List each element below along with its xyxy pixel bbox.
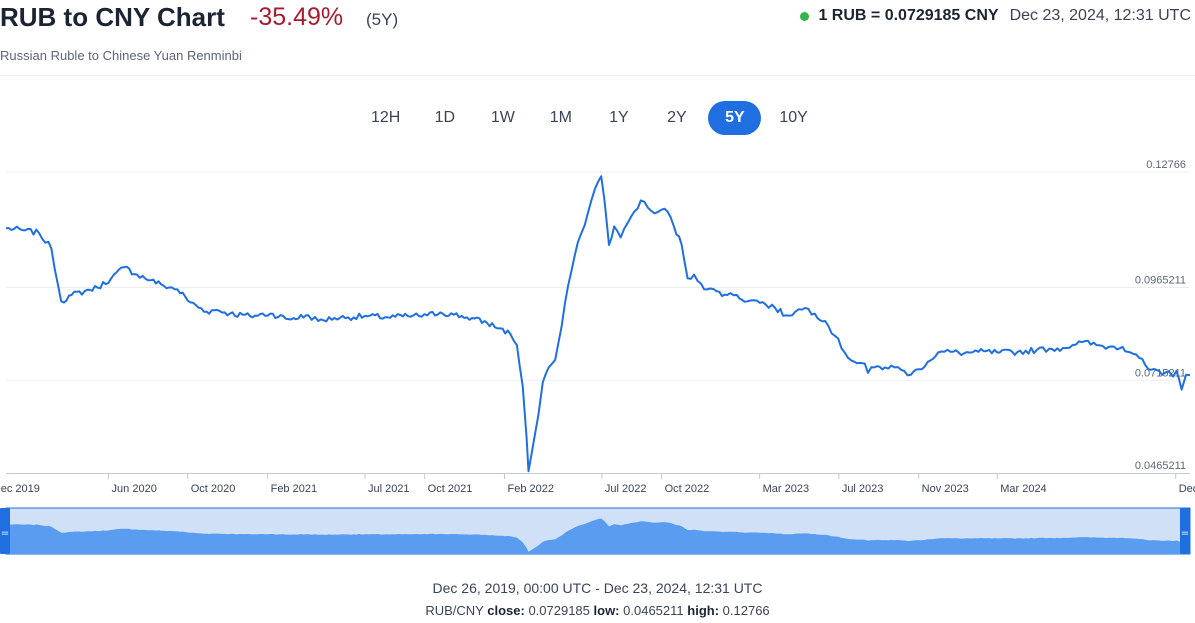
- page-title: RUB to CNY Chart: [0, 2, 225, 32]
- x-tick-label: Jun 2020: [112, 483, 157, 495]
- low-label: low:: [593, 603, 620, 618]
- x-tick-label: Mar 2024: [1000, 483, 1046, 495]
- chart-header: RUB to CNY Chart -35.49% (5Y) Russian Ru…: [0, 0, 1195, 76]
- right-grip-icon: =: [1181, 528, 1189, 539]
- x-tick-label: Dec 2019: [0, 483, 40, 495]
- percent-change: -35.49%: [250, 3, 344, 31]
- high-label: high:: [687, 603, 720, 618]
- live-status-icon: [800, 11, 810, 21]
- left-grip-icon: =: [1, 528, 9, 539]
- y-tick-label: 0.12766: [1146, 160, 1186, 171]
- x-tick-label: Feb 2021: [271, 483, 317, 495]
- page-subtitle: Russian Ruble to Chinese Yuan Renminbi: [0, 48, 242, 63]
- x-tick-label: Oct 2022: [665, 483, 710, 495]
- x-tick-label: Nov 2023: [922, 483, 969, 495]
- period-button-5y[interactable]: 5Y: [708, 101, 762, 135]
- close-value: 0.0729185: [528, 603, 590, 618]
- close-label: close:: [487, 603, 525, 618]
- current-rate: 1 RUB = 0.0729185 CNY: [818, 7, 999, 24]
- period-button-1d[interactable]: 1D: [434, 109, 456, 126]
- y-tick-label: 0.0965211: [1135, 275, 1186, 287]
- x-tick-label: Jul 2021: [368, 483, 410, 495]
- navigator-left-handle[interactable]: [0, 508, 10, 554]
- period-button-1w[interactable]: 1W: [490, 109, 515, 126]
- high-value: 0.12766: [722, 603, 770, 618]
- navigator-right-handle[interactable]: [1180, 508, 1190, 554]
- pair-label: RUB/CNY: [425, 603, 484, 618]
- live-rate: 1 RUB = 0.0729185 CNY Dec 23, 2024, 12:3…: [800, 7, 1191, 25]
- y-tick-label: 0.0465211: [1135, 460, 1186, 472]
- x-tick-label: Mar 2023: [763, 483, 809, 495]
- x-tick-label: Feb 2022: [508, 483, 554, 495]
- low-value: 0.0465211: [623, 603, 684, 618]
- period-button-10y[interactable]: 10Y: [779, 109, 808, 126]
- x-tick-label: Oct 2021: [428, 483, 473, 495]
- period-button-1y[interactable]: 1Y: [609, 109, 629, 126]
- x-tick-label: Dec 2024: [1179, 483, 1195, 495]
- rate-timestamp: Dec 23, 2024, 12:31 UTC: [1009, 7, 1191, 24]
- navigator-series-area: [6, 518, 1190, 554]
- x-tick-label: Jul 2023: [842, 483, 884, 495]
- x-tick-label: Oct 2020: [191, 483, 236, 495]
- price-summary: RUB/CNY close: 0.0729185 low: 0.0465211 …: [0, 603, 1195, 618]
- date-range: Dec 26, 2019, 00:00 UTC - Dec 23, 2024, …: [432, 580, 763, 596]
- period-selector: 12H 1D 1W 1M 1Y 2Y 5Y 10Y: [358, 101, 826, 135]
- period-button-1m[interactable]: 1M: [549, 109, 572, 126]
- period-button-2y[interactable]: 2Y: [667, 109, 687, 126]
- x-tick-label: Jul 2022: [605, 483, 647, 495]
- period-button-12h[interactable]: 12H: [371, 109, 401, 126]
- period-label: (5Y): [366, 10, 399, 29]
- price-series-line: [5, 175, 1191, 473]
